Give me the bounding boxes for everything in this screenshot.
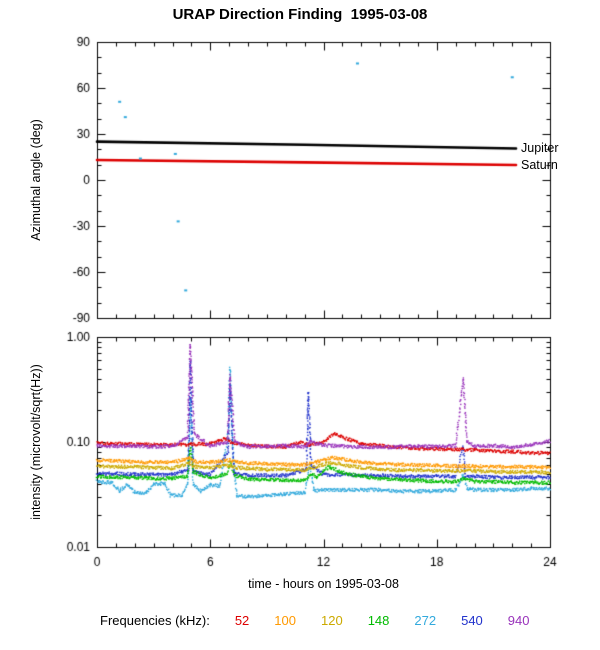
jupiter-line-label: Jupiter [521,141,559,155]
time-axis-label: time - hours on 1995-03-08 [248,577,399,591]
intensity-axis-label: intensity (microvolt/sqrt(Hz)) [29,364,43,520]
legend-item-940: 940 [507,613,530,628]
saturn-line-label: Saturn [521,158,558,172]
chart-title: URAP Direction Finding 1995-03-08 [172,6,428,23]
azimuth-axis-label: Azimuthal angle (deg) [29,119,43,241]
legend-item-120: 120 [320,613,343,628]
legend-item-52: 52 [234,613,250,628]
legend-label: Frequencies (kHz): [100,613,210,628]
legend-item-540: 540 [461,613,483,628]
frequency-legend: Frequencies (kHz): 52 100 120 148 272 54… [100,613,530,628]
legend-item-100: 100 [274,613,296,628]
legend-item-272: 272 [414,613,437,628]
legend-item-148: 148 [367,613,390,628]
